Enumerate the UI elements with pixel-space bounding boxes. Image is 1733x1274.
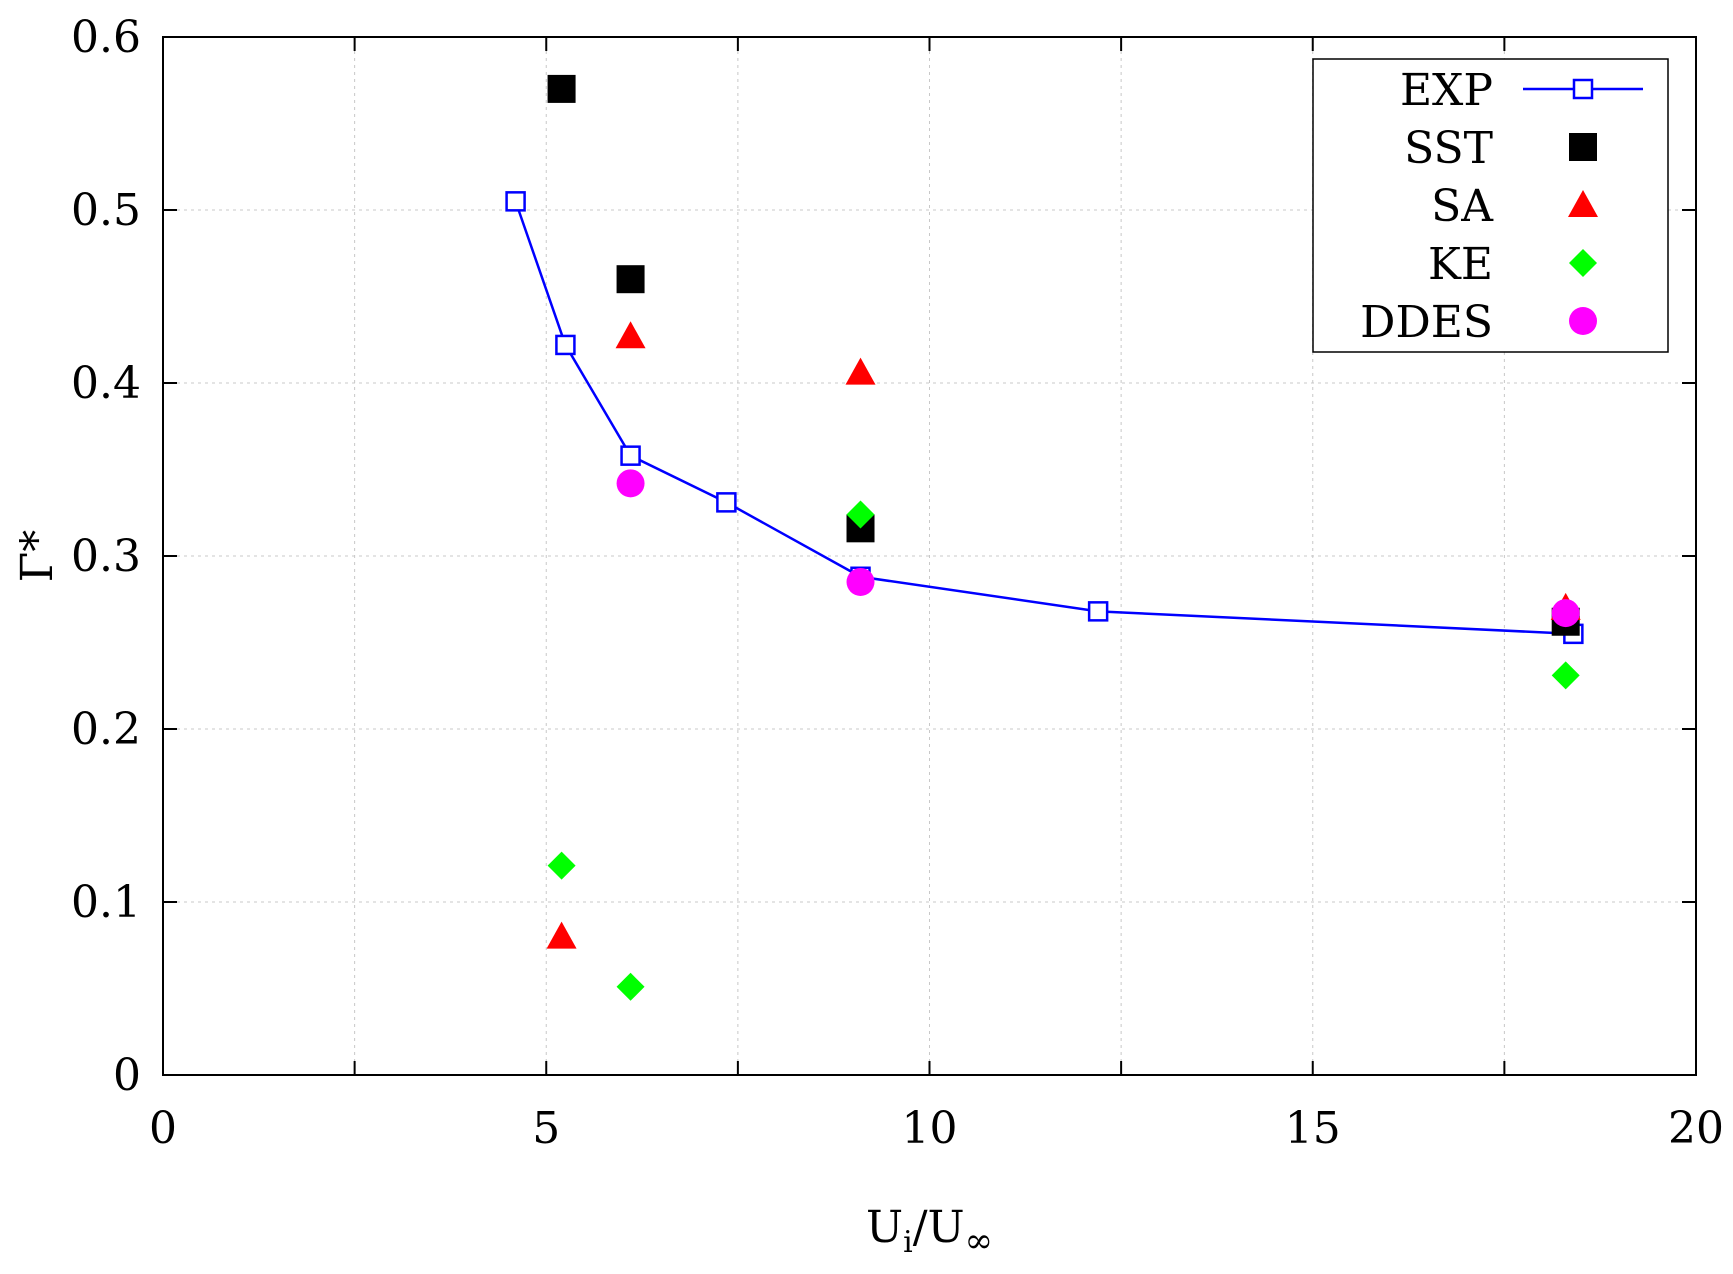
y-tick-label: 0.3 [71, 531, 141, 582]
series-exp-point [716, 492, 737, 513]
x-tick-label: 15 [1285, 1103, 1341, 1154]
legend-marker-sst [1569, 133, 1597, 161]
series-ke [547, 500, 1580, 1001]
series-sa [546, 321, 1581, 949]
x-tick-label: 20 [1668, 1103, 1724, 1154]
grid-lines [163, 37, 1696, 1075]
axis-ticks: 0 5 10 15 20 0 0.1 0.2 0.3 0.4 0.5 0.6 [71, 12, 1724, 1154]
series-exp-point [555, 334, 576, 356]
x-tick-label: 10 [902, 1103, 958, 1154]
x-axis-label-sub2: ∞ [965, 1221, 993, 1261]
series-ddes-point [616, 469, 645, 498]
x-tick-label: 0 [149, 1103, 177, 1154]
legend-label-ke: KE [1428, 239, 1493, 290]
y-tick-label: 0.6 [71, 12, 141, 63]
series-sa-point [615, 321, 646, 349]
series-exp-point [620, 445, 641, 466]
legend-item-sa: SA [1431, 181, 1598, 232]
y-tick-label: 0.2 [71, 704, 141, 755]
series-layer [505, 74, 1584, 1001]
series-exp-point [505, 191, 526, 212]
x-axis-label-mid: /U [913, 1202, 965, 1253]
legend: EXP SST SA KE DDES [1312, 58, 1669, 353]
series-sst-point [547, 74, 576, 103]
y-axis-label: Γ* [12, 530, 63, 583]
legend-item-ke: KE [1428, 239, 1597, 290]
series-ddes-point [846, 567, 875, 596]
series-ke-point [616, 972, 645, 1001]
legend-label-sa: SA [1431, 181, 1494, 232]
legend-item-ddes: DDES [1360, 297, 1597, 348]
legend-marker-sa [1568, 190, 1598, 217]
y-tick-label: 0.1 [71, 877, 141, 928]
x-axis-label: Ui/U∞ [866, 1202, 993, 1261]
legend-label-ddes: DDES [1360, 297, 1493, 348]
legend-marker-exp [1572, 78, 1594, 100]
legend-label-sst: SST [1404, 123, 1493, 174]
series-sa-point [845, 357, 876, 385]
legend-marker-ddes [1569, 307, 1597, 335]
legend-item-sst: SST [1404, 123, 1597, 174]
legend-marker-ke [1569, 249, 1597, 277]
y-tick-label: 0.5 [71, 185, 141, 236]
series-sst-point [616, 265, 645, 294]
x-tick-label: 5 [532, 1103, 560, 1154]
legend-item-exp: EXP [1400, 65, 1643, 116]
series-exp-point [1087, 601, 1109, 622]
legend-box [1312, 58, 1669, 353]
x-axis-label-sub: i [903, 1225, 913, 1260]
x-axis-label-base: U [866, 1202, 903, 1253]
series-ke-point [1551, 661, 1580, 690]
series-ddes-point [1551, 599, 1580, 628]
series-ke-point [547, 851, 576, 880]
series-ke-point [846, 500, 875, 529]
series-sa-point [546, 921, 577, 949]
legend-label-exp: EXP [1400, 65, 1493, 116]
y-tick-label: 0.4 [71, 358, 141, 409]
y-tick-label: 0 [113, 1050, 141, 1101]
series-ddes [616, 469, 1580, 628]
